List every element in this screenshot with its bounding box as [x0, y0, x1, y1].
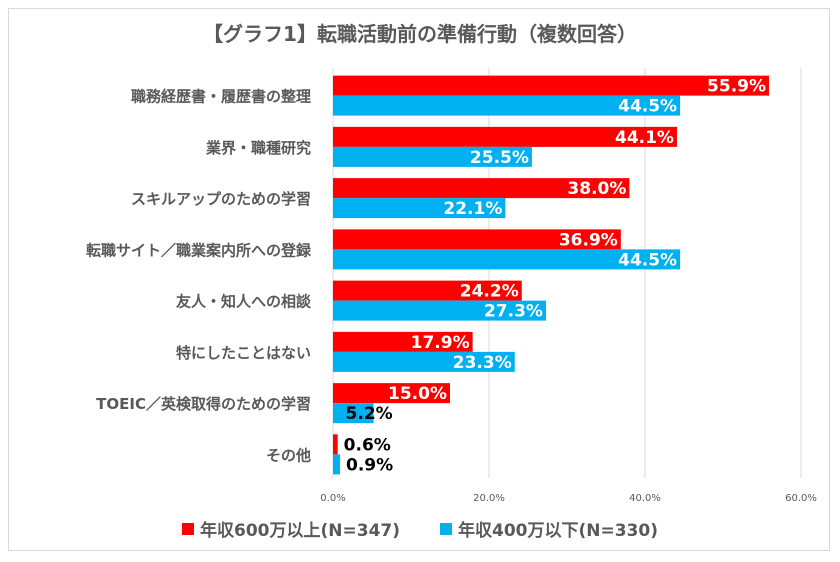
category-label: 特にしたことはない	[176, 344, 311, 362]
category-label: その他	[266, 446, 311, 464]
data-label: 44.5%	[618, 97, 677, 117]
bar	[333, 300, 546, 321]
chart-title: 【グラフ1】転職活動前の準備行動（複数回答）	[203, 22, 637, 46]
legend-label: 年収400万以下(N=330)	[458, 521, 658, 541]
data-label: 44.5%	[618, 250, 677, 270]
data-label: 24.2%	[460, 282, 519, 302]
chart-frame	[8, 8, 830, 551]
x-tick-label: 40.0%	[629, 493, 661, 504]
legend-label: 年収600万以上(N=347)	[200, 521, 400, 541]
bar	[333, 75, 770, 96]
category-label: TOEIC／英検取得のための学習	[96, 395, 311, 413]
category-label: スキルアップのための学習	[131, 190, 311, 208]
data-label: 17.9%	[411, 333, 470, 353]
bar	[333, 351, 515, 372]
bar	[333, 146, 532, 167]
bar	[333, 403, 374, 424]
bar	[333, 178, 630, 199]
bar	[333, 280, 522, 301]
bar	[333, 331, 473, 352]
legend-swatch-blue	[440, 522, 452, 535]
data-label: 0.6%	[344, 435, 391, 455]
data-label: 23.3%	[453, 353, 512, 373]
category-label: 業界・職種研究	[205, 139, 311, 157]
x-tick-label: 20.0%	[473, 493, 505, 504]
data-label: 22.1%	[443, 199, 502, 219]
bar	[333, 454, 341, 475]
data-label: 38.0%	[567, 179, 626, 199]
bar	[333, 229, 621, 250]
bar	[333, 126, 677, 147]
data-label: 15.0%	[388, 384, 447, 404]
bar	[333, 198, 506, 219]
legend: 年収600万以上(N=347) 年収400万以下(N=330)	[0, 516, 840, 541]
data-label: 27.3%	[484, 302, 543, 322]
bar	[333, 383, 450, 404]
data-label: 55.9%	[707, 77, 766, 97]
category-label: 友人・知人への相談	[176, 293, 312, 311]
data-label: 5.2%	[346, 404, 393, 424]
x-tick-label: 60.0%	[785, 493, 817, 504]
data-label: 0.9%	[346, 455, 393, 475]
data-label: 44.1%	[615, 128, 674, 148]
category-label: 転職サイト／職業案内所への登録	[86, 241, 312, 259]
bar	[333, 249, 681, 270]
bar	[333, 95, 681, 116]
legend-swatch-red	[182, 522, 195, 535]
data-label: 36.9%	[559, 230, 618, 250]
bar	[333, 434, 338, 455]
legend-item-high-income: 年収600万以上(N=347)	[182, 516, 400, 541]
category-label: 職務経歴書・履歴書の整理	[131, 88, 311, 106]
x-tick-label: 0.0%	[320, 493, 345, 504]
legend-item-low-income: 年収400万以下(N=330)	[440, 516, 658, 541]
data-label: 25.5%	[470, 148, 529, 168]
